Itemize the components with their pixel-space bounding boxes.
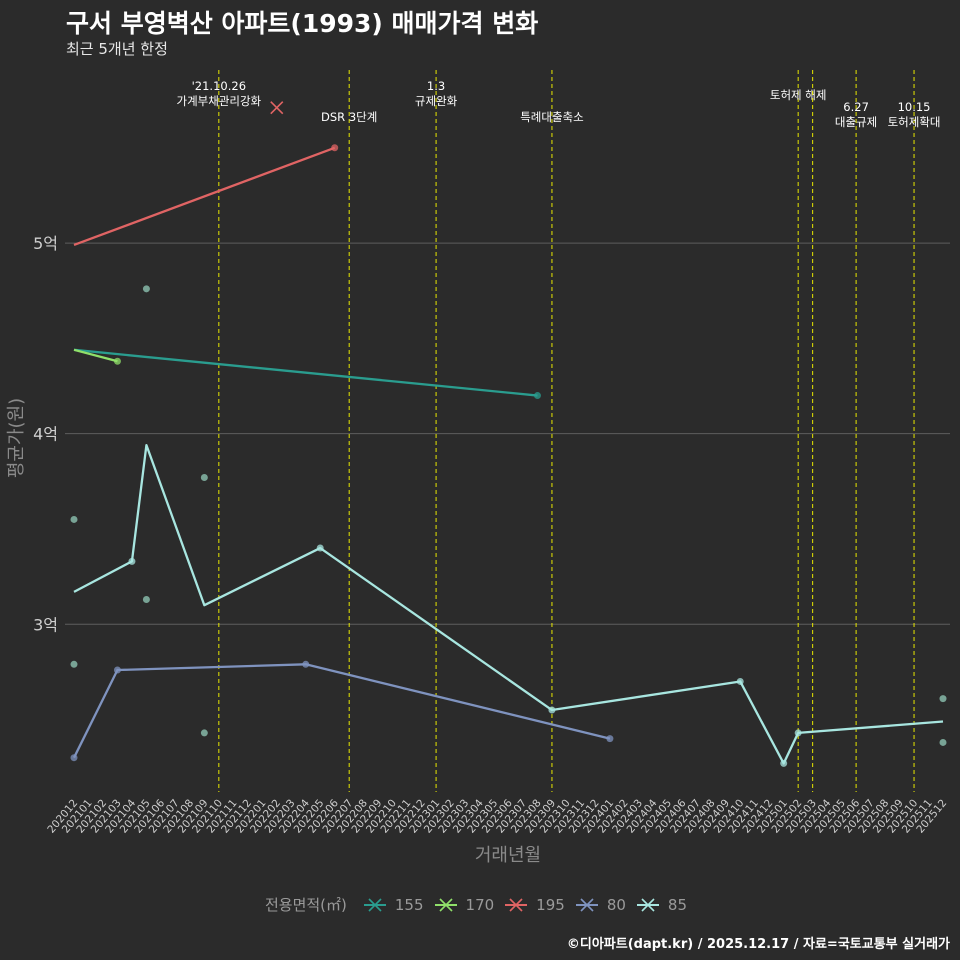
y-axis-label: 평균가(원) <box>6 398 27 478</box>
legend-key-cross <box>509 897 523 912</box>
event-label: 규제완화 <box>415 94 458 108</box>
legend-label: 170 <box>465 895 495 914</box>
series-line-170 <box>73 348 118 363</box>
scatter-point <box>70 515 78 523</box>
event-label: 토허제확대 <box>888 115 941 129</box>
series-point-80 <box>70 754 78 762</box>
event-label: 6.27 <box>843 100 869 114</box>
series-point-85 <box>548 706 556 714</box>
y-tick-label: 3억 <box>33 615 58 634</box>
x-axis: 2020122021012021022021032021042021052021… <box>45 797 949 836</box>
scatter-point <box>200 729 208 737</box>
chart-caption: ©디아파트(dapt.kr) / 2025.12.17 / 자료=국토교통부 실… <box>566 937 950 952</box>
legend-key <box>363 897 386 912</box>
legend-item-170: 170 <box>432 895 495 915</box>
series-line-85 <box>73 443 944 765</box>
gridlines <box>65 242 950 625</box>
event-label: 1.3 <box>427 79 445 93</box>
series-line-155 <box>73 348 538 397</box>
series-point-80 <box>606 735 614 743</box>
y-tick-label: 4억 <box>33 425 58 444</box>
legend-key-cross <box>580 897 594 912</box>
legend-key <box>505 897 528 912</box>
series-point-80 <box>113 666 121 674</box>
series-point-155 <box>533 392 541 400</box>
legend-item-155: 155 <box>361 895 424 915</box>
series-point-195 <box>331 144 339 152</box>
y-tick-label: 5억 <box>33 234 58 253</box>
event-label: 10.15 <box>898 100 931 114</box>
legend-key <box>636 897 659 912</box>
legend-key <box>575 897 598 912</box>
series-cross-195 <box>270 101 284 115</box>
x-axis-label: 거래년월 <box>475 845 541 866</box>
legend-label: 195 <box>536 895 565 914</box>
series-point-85 <box>316 544 324 552</box>
chart-subtitle: 최근 5개년 한정 <box>66 40 168 58</box>
series-point-85 <box>128 557 136 565</box>
series-line-80 <box>72 663 611 759</box>
series-point-85 <box>736 677 744 685</box>
scatter-point <box>70 660 78 668</box>
y-axis: 3억 4억 5억 <box>33 234 58 634</box>
event-label: 대출규제 <box>835 115 877 129</box>
scatter-point <box>142 285 150 293</box>
series-point-170 <box>113 357 121 365</box>
legend-label: 85 <box>667 895 687 914</box>
legend-item-80: 80 <box>573 895 626 915</box>
legend-item-85: 85 <box>634 895 687 915</box>
event-label: '21.10.26 <box>192 79 246 93</box>
legend-title: 전용면적(㎡) <box>264 896 347 914</box>
series-point-85 <box>780 759 788 767</box>
legend-label: 155 <box>394 895 424 914</box>
legend-label: 80 <box>606 895 626 914</box>
legend-key-cross <box>641 897 655 912</box>
legend-key-cross <box>368 897 382 912</box>
event-label: 특례대출축소 <box>520 110 583 124</box>
event-label: DSR 3단계 <box>321 110 377 124</box>
scatter-point <box>939 695 947 703</box>
legend: 전용면적(㎡) 155 170 195 80 85 <box>0 894 960 915</box>
event-label: 토허제 해제 <box>770 88 827 102</box>
data-points <box>70 101 947 767</box>
series-lines <box>72 146 944 765</box>
event-label: 가계부채관리강화 <box>177 94 262 108</box>
series-line-195 <box>73 146 336 247</box>
chart-title: 구서 부영벽산 아파트(1993) 매매가격 변화 <box>66 9 539 38</box>
scatter-point <box>200 474 208 482</box>
legend-item-195: 195 <box>502 895 565 915</box>
scatter-point <box>939 738 947 746</box>
series-point-85 <box>794 729 802 737</box>
legend-key-cross <box>438 897 453 912</box>
legend-key <box>434 897 457 912</box>
series-point-80 <box>302 660 310 668</box>
scatter-point <box>142 595 150 603</box>
